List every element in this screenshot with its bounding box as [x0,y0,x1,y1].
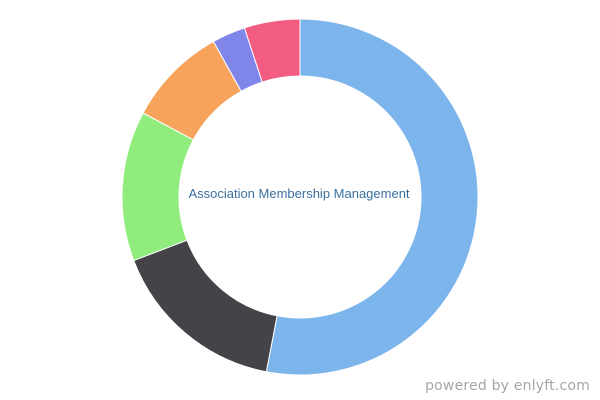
donut-slice-6 [243,18,301,83]
donut-slice-2 [133,239,278,373]
watermark-text: powered by enlyft.com [425,378,590,394]
chart-center-label: Association Membership Management [188,186,409,201]
donut-slice-3 [121,112,195,262]
donut-slice-1 [265,18,479,376]
donut-slices [121,18,479,376]
